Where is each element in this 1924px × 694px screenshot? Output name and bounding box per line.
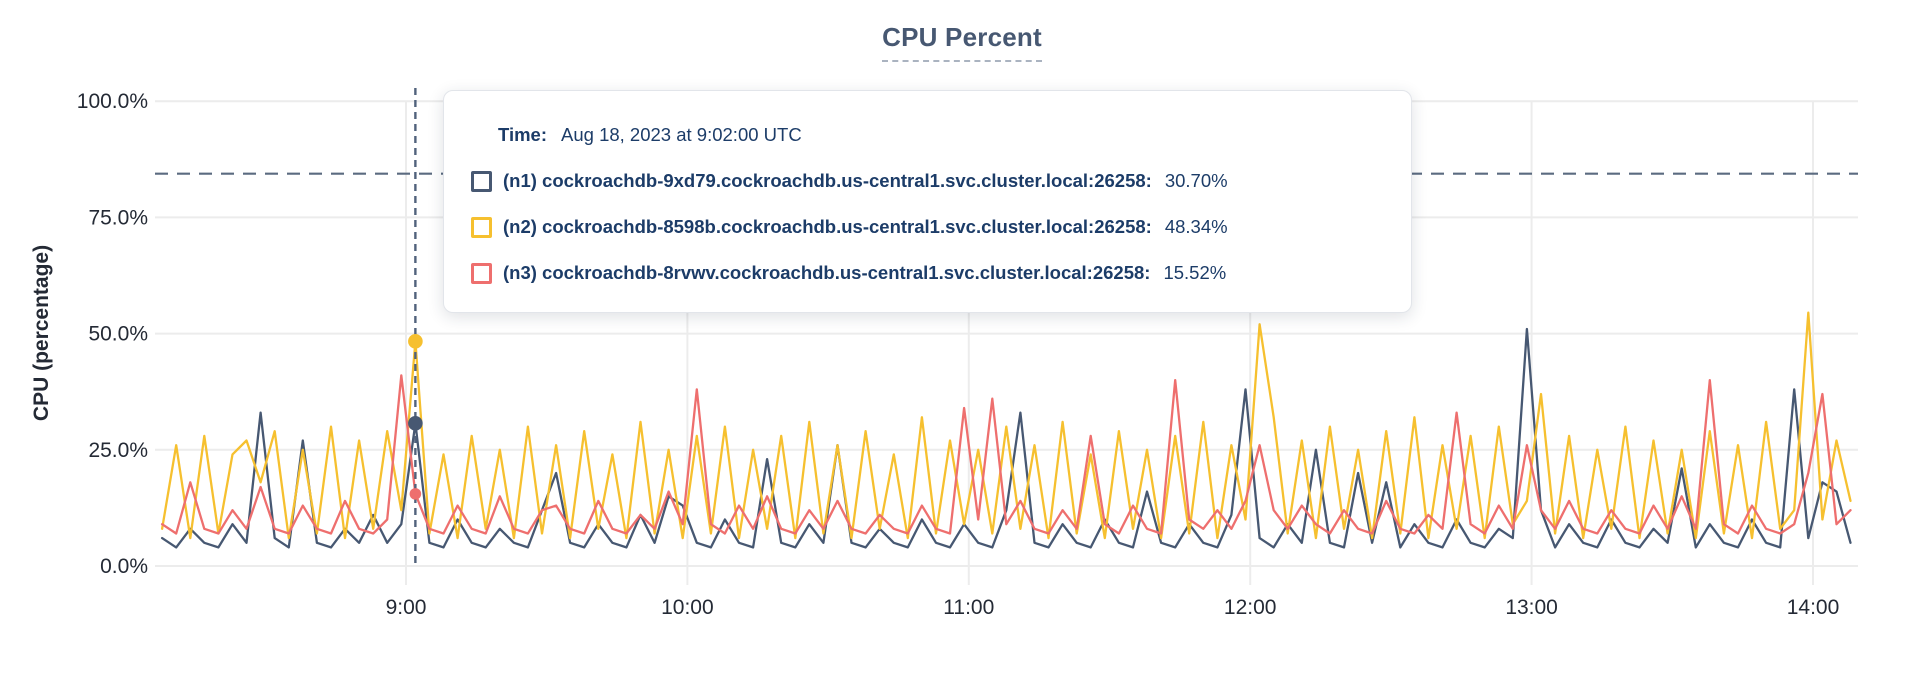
tooltip-node-value: 30.70% bbox=[1164, 170, 1228, 191]
x-tick-label: 9:00 bbox=[386, 596, 427, 619]
chart-tooltip: Time: Aug 18, 2023 at 9:02:00 UTC (n1) c… bbox=[443, 90, 1412, 313]
x-axis-tick-labels: 9:00 10:00 11:00 12:00 13:00 14:00 bbox=[386, 596, 1840, 619]
horizontal-gridlines bbox=[155, 100, 1858, 567]
chart-header: CPU Percent bbox=[0, 22, 1924, 62]
hover-crosshair bbox=[408, 88, 423, 566]
y-axis-tick-labels: 0.0% 25.0% 50.0% 75.0% 100.0% bbox=[77, 90, 148, 578]
series-line-n2 bbox=[160, 311, 1852, 540]
tooltip-node-row-n3: (n3) cockroachdb-8rvwv.cockroachdb.us-ce… bbox=[471, 262, 1381, 284]
tooltip-node-row-n1: (n1) cockroachdb-9xd79.cockroachdb.us-ce… bbox=[471, 170, 1381, 192]
y-tick-label: 0.0% bbox=[100, 555, 148, 578]
tooltip-node-value: 15.52% bbox=[1163, 262, 1227, 283]
tooltip-node-label: (n2) cockroachdb-8598b.cockroachdb.us-ce… bbox=[503, 216, 1152, 237]
y-axis-title-text: CPU (percentage) bbox=[30, 245, 53, 421]
y-tick-label: 50.0% bbox=[88, 323, 148, 346]
x-tick-label: 13:00 bbox=[1505, 596, 1558, 619]
series-line-n1 bbox=[160, 327, 1852, 549]
hover-dot-n2 bbox=[408, 334, 423, 349]
series-lines bbox=[160, 311, 1852, 549]
y-axis-title: CPU (percentage) bbox=[30, 245, 53, 421]
y-tick-label: 100.0% bbox=[77, 90, 148, 113]
series-line-n3 bbox=[160, 374, 1852, 535]
hover-dot-n1 bbox=[408, 416, 423, 431]
tooltip-time-label: Time: bbox=[498, 124, 548, 145]
tooltip-time-row: Time: Aug 18, 2023 at 9:02:00 UTC bbox=[498, 124, 1381, 146]
series-swatch-icon bbox=[471, 170, 492, 192]
series-swatch-icon bbox=[471, 262, 492, 284]
x-tick-label: 10:00 bbox=[661, 596, 714, 619]
x-tick-label: 14:00 bbox=[1787, 596, 1840, 619]
tooltip-node-value: 48.34% bbox=[1164, 216, 1228, 237]
chart-title[interactable]: CPU Percent bbox=[882, 22, 1042, 62]
tooltip-node-label: (n1) cockroachdb-9xd79.cockroachdb.us-ce… bbox=[503, 170, 1152, 191]
x-tick-label: 11:00 bbox=[943, 596, 994, 619]
hover-dot-n3 bbox=[409, 488, 422, 500]
y-tick-label: 25.0% bbox=[88, 439, 148, 462]
y-tick-label: 75.0% bbox=[88, 206, 148, 229]
tooltip-node-label: (n3) cockroachdb-8rvwv.cockroachdb.us-ce… bbox=[503, 262, 1151, 283]
series-swatch-icon bbox=[471, 216, 492, 238]
x-tick-label: 12:00 bbox=[1224, 596, 1277, 619]
tooltip-node-row-n2: (n2) cockroachdb-8598b.cockroachdb.us-ce… bbox=[471, 216, 1381, 238]
tooltip-time-value: Aug 18, 2023 at 9:02:00 UTC bbox=[561, 124, 802, 145]
